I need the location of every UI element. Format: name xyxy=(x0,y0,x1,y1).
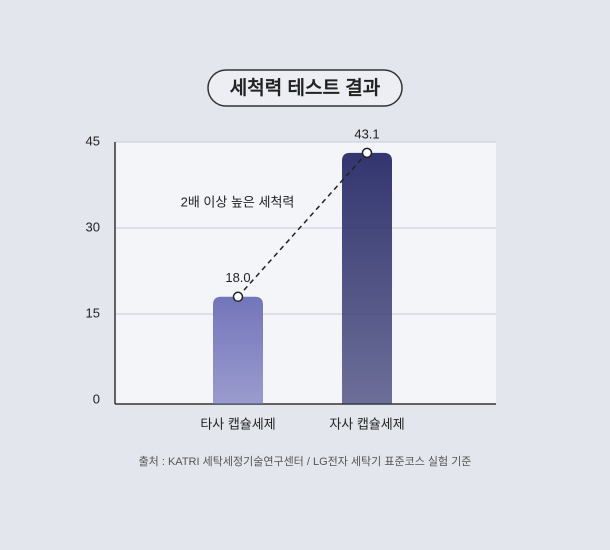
x-tick-label: 자사 캡슐세제 xyxy=(329,416,404,431)
value-label: 18.0 xyxy=(225,270,250,285)
chart-title: 세척력 테스트 결과 xyxy=(230,77,381,99)
y-tick-label: 0 xyxy=(93,391,100,406)
y-tick-label: 45 xyxy=(86,133,100,148)
value-label: 43.1 xyxy=(354,126,379,141)
value-dot xyxy=(232,291,244,303)
plot-area xyxy=(115,142,496,404)
y-tick-label: 15 xyxy=(86,305,100,320)
bar xyxy=(342,152,392,404)
source-note: 출처 : KATRI 세탁세정기술연구센터 / LG전자 세탁기 표준코스 실험… xyxy=(139,455,472,468)
y-tick-label: 30 xyxy=(86,219,100,234)
value-dot xyxy=(361,147,373,159)
title-pill xyxy=(207,69,403,107)
bar xyxy=(213,296,263,404)
annotation: 2배 이상 높은 세척력 xyxy=(181,194,295,209)
x-tick-label: 타사 캡슐세제 xyxy=(200,416,275,431)
